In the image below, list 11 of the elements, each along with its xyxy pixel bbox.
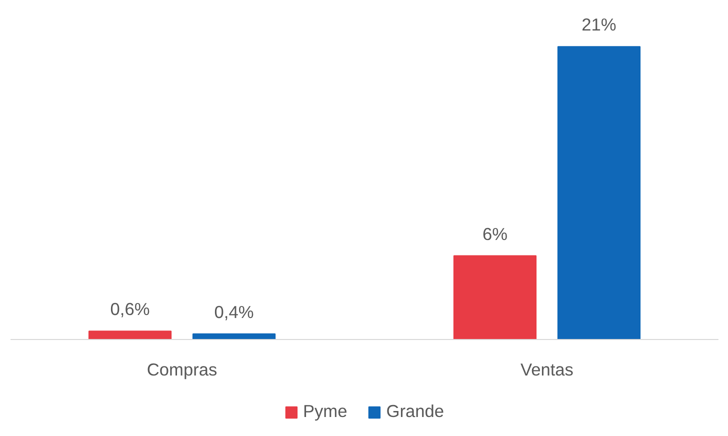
bar	[557, 46, 641, 340]
bar	[88, 330, 172, 340]
legend-label: Grande	[386, 401, 444, 422]
data-label: 6%	[482, 224, 508, 244]
data-label: 21%	[582, 14, 616, 35]
data-label: 0,6%	[110, 299, 150, 320]
legend-label: Pyme	[302, 401, 348, 422]
x-tick-label: Compras	[146, 360, 218, 380]
x-tick-label: Ventas	[520, 360, 574, 380]
data-label: 0,4%	[214, 302, 254, 322]
bar	[453, 255, 537, 340]
